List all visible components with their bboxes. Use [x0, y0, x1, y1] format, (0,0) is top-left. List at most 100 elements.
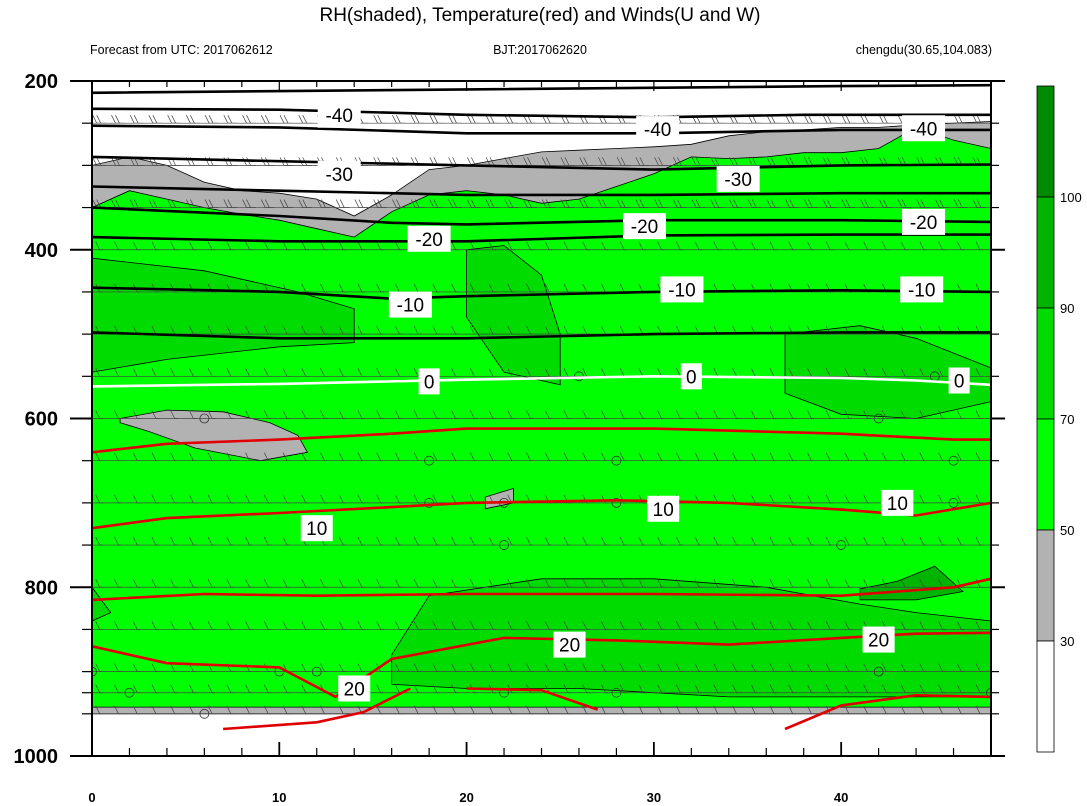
wind-barb-feather: [601, 283, 606, 293]
wind-barb-feather: [863, 663, 868, 672]
wind-barb-feather: [451, 705, 456, 714]
wind-barb-feather: [863, 452, 868, 461]
wind-barb-feather: [452, 115, 457, 124]
wind-barb-feather: [448, 199, 453, 208]
wind-barb-feather: [751, 199, 757, 208]
wind-barb-feather: [785, 157, 791, 166]
wind-barb-feather: [208, 115, 214, 124]
wind-barb-feather: [170, 579, 175, 588]
wind-barb-feather: [190, 199, 195, 208]
wind-barb-feather: [320, 241, 325, 250]
wind-barb-feather: [301, 452, 307, 461]
wind-barb-feather: [320, 452, 325, 461]
wind-barb-feather: [619, 536, 625, 546]
wind-barb-feather: [920, 199, 926, 208]
wind-barb-feather: [676, 368, 681, 377]
isotherm-line: [92, 233, 991, 243]
wind-barb-feather: [507, 705, 513, 714]
wind-barb-feather: [544, 705, 550, 714]
wind-barb-feather: [171, 115, 176, 124]
wind-barb-feather: [263, 368, 269, 377]
wind-barb-feather: [470, 199, 476, 208]
wind-barb-feather: [788, 663, 794, 672]
wind-barb-feather: [732, 368, 737, 377]
contour-label-box: [553, 631, 586, 658]
wind-barb-feather: [750, 241, 756, 250]
wind-barb-feather: [263, 684, 269, 693]
wind-barb-feather: [189, 684, 194, 693]
contour-label-text: -10: [397, 296, 424, 317]
y-tick-label: 400: [25, 240, 58, 262]
contour-label: -10: [900, 276, 944, 303]
wind-barb-feather: [957, 199, 963, 208]
wind-barb-feather: [357, 579, 363, 588]
wind-barb-feather: [919, 705, 925, 714]
wind-barb-feather: [526, 621, 531, 630]
wind-barb-feather: [432, 452, 438, 461]
contour-label-box: [338, 675, 371, 702]
wind-barb-feather: [526, 536, 531, 546]
contour-label: 10: [300, 515, 333, 542]
colorbar-bin: [1036, 640, 1055, 753]
wind-barb-feather: [657, 241, 662, 250]
wind-barb-feather: [563, 283, 569, 293]
wind-barb-feather: [732, 684, 737, 693]
wind-barb-feather: [335, 199, 341, 208]
wind-barb-feather: [451, 494, 456, 504]
wind-barb-feather: [769, 241, 775, 250]
wind-barb-feather: [808, 115, 813, 124]
calm-wind-marker: [611, 497, 622, 508]
wind-barb-feather: [582, 705, 588, 714]
wind-barb-feather: [788, 536, 794, 546]
contour-label: -10: [660, 276, 704, 303]
y-tick-label: 200: [25, 71, 58, 93]
wind-barb-feather: [807, 621, 812, 630]
wind-barb-feather: [413, 325, 419, 335]
calm-wind-marker: [986, 687, 991, 698]
wind-barb-feather: [301, 325, 307, 335]
wind-barb-feather: [582, 410, 588, 419]
wind-barb-feather: [357, 325, 363, 335]
contour-label: 20: [862, 626, 895, 653]
wind-barb-feather: [489, 115, 495, 124]
calm-wind-marker: [611, 687, 622, 698]
subtitle-left: Forecast from UTC: 2017062612: [90, 43, 273, 57]
wind-barb-feather: [432, 325, 438, 335]
wind-barb-feather: [785, 199, 791, 208]
wind-barb-feather: [601, 536, 606, 546]
wind-barb-feather: [170, 663, 175, 672]
wind-barb-feather: [189, 494, 194, 504]
colorbar-label: 100: [1060, 190, 1082, 205]
wind-barb-feather: [822, 115, 828, 124]
wind-barb-feather: [919, 368, 925, 377]
wind-barb-feather: [733, 157, 738, 166]
wind-barb-feather: [619, 684, 625, 693]
wind-barb-feather: [488, 368, 494, 377]
wind-barb-feather: [432, 705, 438, 714]
calm-wind-marker: [199, 413, 210, 424]
contour-label: -40: [902, 115, 946, 142]
isotherm-line: [92, 498, 991, 530]
wind-barb-feather: [485, 115, 491, 124]
wind-barb-feather: [282, 579, 288, 588]
wind-barb-feather: [732, 621, 737, 630]
wind-barb-feather: [151, 621, 157, 630]
wind-barb-feather: [769, 494, 775, 504]
contour-label-text: 20: [344, 680, 365, 701]
wind-barb-feather: [282, 684, 288, 693]
wind-barb-feather: [619, 410, 625, 419]
wind-barb-feather: [429, 199, 435, 208]
wind-barb-feather: [77, 453, 81, 461]
wind-barb-feather: [638, 663, 644, 672]
wind-barb-feather: [263, 579, 269, 588]
wind-barb-feather: [338, 368, 344, 377]
wind-barb-feather: [111, 115, 116, 124]
isotherm-line: [784, 693, 991, 731]
calm-wind-marker: [424, 497, 435, 508]
wind-barb-feather: [710, 199, 716, 208]
wind-barb-feather: [654, 199, 659, 208]
wind-barb-feather: [132, 494, 138, 504]
wind-barb-feather: [282, 325, 288, 335]
wind-barb-feather: [507, 579, 513, 588]
wind-barb-feather: [189, 579, 194, 588]
